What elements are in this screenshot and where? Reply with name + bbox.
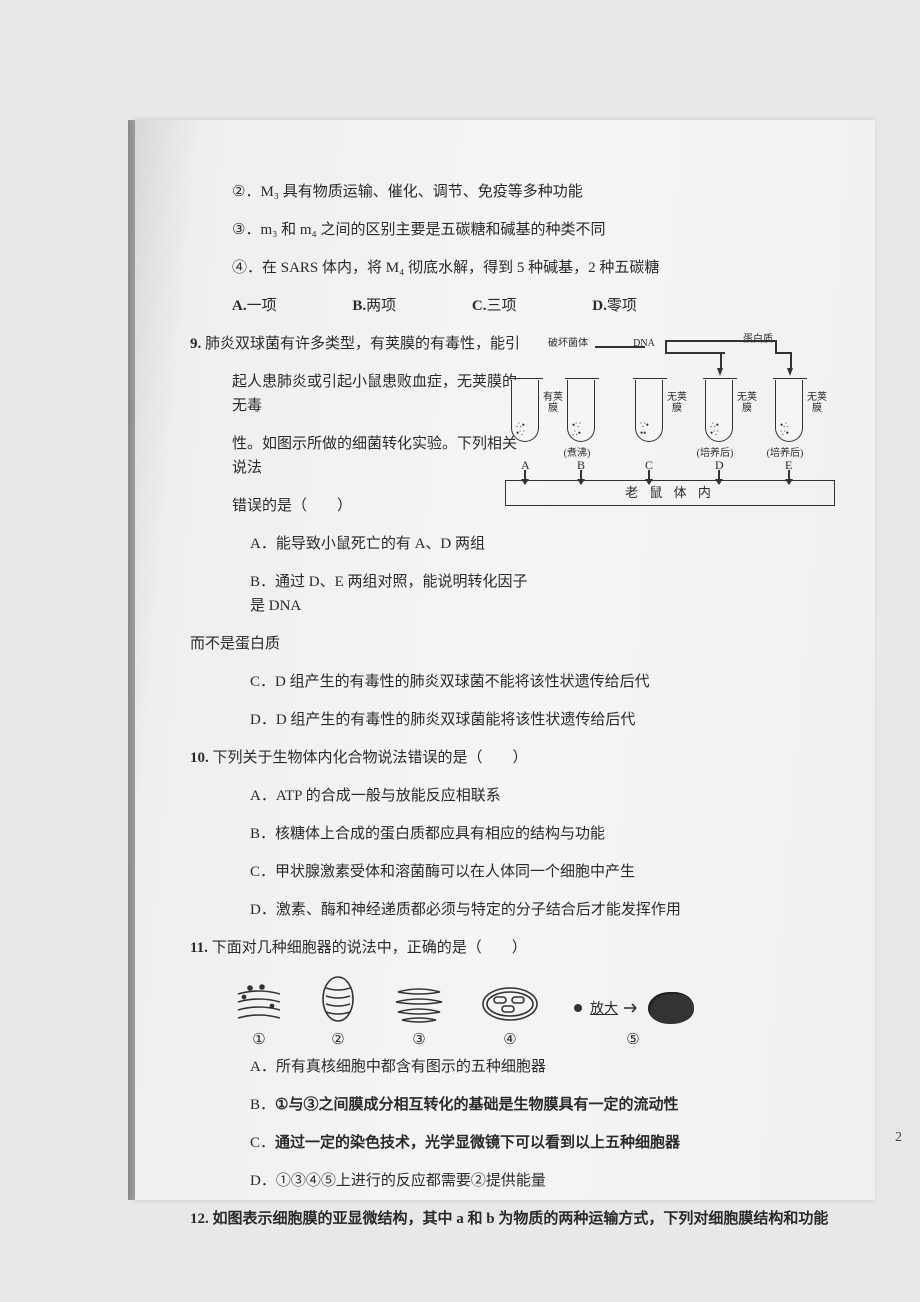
opt-B: B.两项	[352, 294, 432, 318]
question-11: 11. 下面对几种细胞器的说法中，正确的是（ ）	[190, 936, 845, 960]
q10-choice-B: B．核糖体上合成的蛋白质都应具有相应的结构与功能	[190, 822, 845, 846]
mouse-box: 老 鼠 体 内	[505, 480, 835, 506]
q9-choice-A: A．能导致小鼠死亡的有 A、D 两组	[190, 532, 530, 556]
statement-4: ④．在 SARS 体内，将 M₄ 彻底水解，得到 5 种碱基，2 种五碳糖	[190, 256, 845, 280]
q9-choice-D: D．D 组产生的有毒性的肺炎双球菌能将该性状遗传给后代	[190, 708, 845, 732]
q9-line4: 错误的是（ ）	[190, 494, 530, 518]
q11-choice-C: C．通过一定的染色技术，光学显微镜下可以看到以上五种细胞器	[190, 1131, 845, 1155]
page-number: 2	[895, 1130, 902, 1146]
options-row-pre: A.一项 B.两项 C.三项 D.零项	[190, 294, 845, 318]
q11-choice-D: D．①③④⑤上进行的反应都需要②提供能量	[190, 1169, 845, 1193]
diagram-label-dna: DNA	[629, 338, 659, 349]
ribosome-blob-icon	[648, 992, 694, 1024]
arrow-right-icon	[624, 1003, 642, 1013]
ribosome-dot-icon	[572, 1002, 584, 1014]
organelle-2: ②	[318, 974, 358, 1049]
chloroplast-icon	[480, 984, 540, 1024]
tube-D-label: 无荚膜	[735, 392, 759, 414]
organelle-1: ①	[232, 982, 286, 1049]
q9-line3: 性。如图示所做的细菌转化实验。下列相关说法	[190, 432, 530, 480]
organelle-3: ③	[390, 982, 448, 1049]
statement-3: ③．m₃ 和 m₄ 之间的区别主要是五碳糖和碱基的种类不同	[190, 218, 845, 242]
exam-page: ②．M₃ 具有物质运输、催化、调节、免疫等多种功能 ③．m₃ 和 m₄ 之间的区…	[135, 120, 875, 1200]
magnify-label: 放大	[590, 998, 618, 1018]
q9-line1: 9. 肺炎双球菌有许多类型，有荚膜的有毒性，能引	[190, 332, 530, 356]
diagram-label-destroy: 破坏菌体	[543, 334, 593, 349]
q9-choice-C: C．D 组产生的有毒性的肺炎双球菌不能将该性状遗传给后代	[190, 670, 845, 694]
q9-choice-B: B．通过 D、E 两组对照，能说明转化因子是 DNA	[190, 570, 530, 618]
tube-C-label: 无荚膜	[665, 392, 689, 414]
opt-A: A.一项	[232, 294, 313, 318]
tube-B-caption: (煮沸)	[557, 444, 597, 459]
q10-choice-D: D．激素、酶和神经递质都必须与特定的分子结合后才能发挥作用	[190, 898, 845, 922]
question-12: 12. 如图表示细胞膜的亚显微结构，其中 a 和 b 为物质的两种运输方式，下列…	[190, 1207, 845, 1231]
tube-D-caption: (培养后)	[695, 444, 735, 459]
q10-choice-C: C．甲状腺激素受体和溶菌酶可以在人体同一个细胞中产生	[190, 860, 845, 884]
opt-D: D.零项	[592, 294, 673, 318]
tube-A-label: 有荚膜	[541, 392, 565, 414]
question-10: 10. 下列关于生物体内化合物说法错误的是（ ）	[190, 746, 845, 770]
organelle-4: ④	[480, 984, 540, 1049]
q9-choice-B-tail: 而不是蛋白质	[190, 632, 845, 656]
q9-line2: 起人患肺炎或引起小鼠患败血症，无荚膜的无毒	[190, 370, 530, 418]
statement-2: ②．M₃ 具有物质运输、催化、调节、免疫等多种功能	[190, 180, 845, 204]
tube-E-label: 无荚膜	[805, 392, 829, 414]
opt-C: C.三项	[472, 294, 553, 318]
golgi-icon	[390, 982, 448, 1024]
q10-choice-A: A．ATP 的合成一般与放能反应相联系	[190, 784, 845, 808]
q11-choice-B: B．①与③之间膜成分相互转化的基础是生物膜具有一定的流动性	[190, 1093, 845, 1117]
question-9: 9. 肺炎双球菌有许多类型，有荚膜的有毒性，能引 起人患肺炎或引起小鼠患败血症，…	[190, 332, 845, 618]
q9-diagram: 破坏菌体 DNA 蛋白质 ∴••∵ •∵∴• ∵••• ∴••∵ •∴∵• 有荚…	[505, 332, 835, 512]
mitochondrion-icon	[318, 974, 358, 1024]
organelle-row: ① ② ③	[190, 974, 845, 1049]
er-icon	[232, 982, 286, 1024]
tube-E-caption: (培养后)	[765, 444, 805, 459]
organelle-5: 放大 ⑤	[572, 992, 694, 1049]
q11-choice-A: A．所有真核细胞中都含有图示的五种细胞器	[190, 1055, 845, 1079]
